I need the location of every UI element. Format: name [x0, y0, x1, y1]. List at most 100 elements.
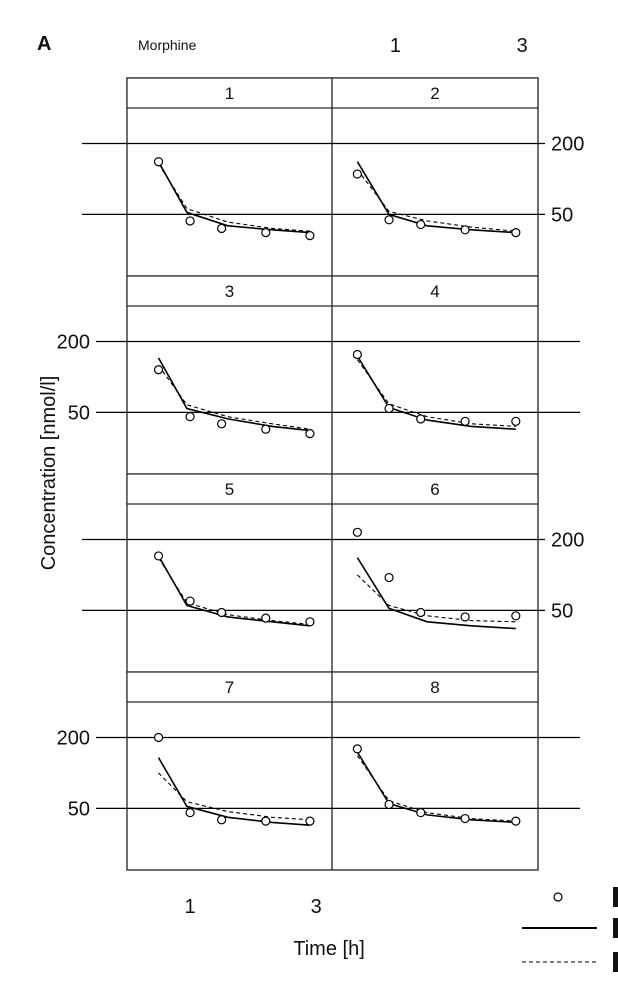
legend-entry-cutoff: [613, 918, 618, 938]
observed-point: [185, 216, 195, 226]
observed-point: [384, 572, 394, 583]
solid-line: [356, 557, 516, 630]
solid-line: [356, 355, 516, 430]
observed-point: [352, 527, 362, 537]
y-tick-label: 200: [551, 133, 584, 155]
observed-point: [305, 231, 315, 241]
observed-point: [153, 732, 164, 743]
panel-label: 6: [430, 480, 439, 499]
panel-strip: [126, 671, 333, 703]
dashed-line: [158, 163, 310, 232]
panel-strip: [126, 473, 333, 505]
panel-strip: [331, 275, 539, 307]
y-tick-label: 50: [551, 204, 573, 226]
panel: 5: [126, 473, 333, 627]
panel-label: 5: [225, 480, 234, 499]
observed-point: [217, 815, 227, 825]
observed-point: [153, 365, 164, 375]
solid-line: [157, 757, 310, 826]
observed-point: [153, 551, 164, 561]
observed-point: [511, 416, 521, 426]
panel: 4: [331, 275, 539, 430]
observed-point: [261, 228, 271, 238]
panel-label: 4: [430, 282, 439, 301]
dashed-line: [158, 365, 310, 430]
x-axis-label: Time [h]: [293, 938, 365, 960]
observed-point: [460, 612, 470, 622]
solid-line: [157, 161, 310, 234]
solid-line: [356, 751, 516, 824]
panel-strip: [331, 473, 539, 505]
panel-label: 8: [430, 678, 439, 697]
panel: 6: [331, 473, 539, 630]
observed-point: [217, 419, 227, 429]
observed-point: [305, 429, 315, 439]
x-tick-label: 3: [311, 896, 322, 918]
observed-point: [352, 349, 362, 360]
y-tick-label: 50: [68, 798, 90, 820]
observed-point: [352, 169, 362, 179]
legend-entry-cutoff: [613, 887, 618, 907]
panel: 1: [126, 77, 333, 241]
solid-line: [157, 555, 310, 627]
observed-point: [384, 215, 394, 225]
observed-point: [261, 816, 271, 826]
observed-point: [305, 816, 315, 826]
observed-point: [217, 607, 227, 618]
legend: [522, 887, 618, 972]
observed-point: [384, 799, 394, 810]
observed-point: [185, 596, 195, 606]
observed-point: [153, 157, 164, 167]
y-axis-label: Concentration [nmol/l]: [38, 376, 60, 571]
observed-point: [305, 617, 315, 627]
observed-point: [416, 414, 426, 424]
panel-tag: A: [37, 33, 51, 55]
panel: 7: [126, 671, 333, 826]
legend-marker-observed: [553, 892, 563, 902]
observed-point: [416, 219, 426, 230]
y-tick-label: 200: [57, 331, 90, 353]
observed-point: [460, 225, 470, 235]
y-tick-label: 50: [68, 402, 90, 424]
panel-strip: [126, 275, 333, 307]
dashed-line: [158, 557, 310, 625]
panel-label: 3: [225, 282, 234, 301]
solid-line: [157, 357, 310, 432]
panel: 8: [331, 671, 539, 826]
legend-entry-cutoff: [613, 952, 618, 972]
panel: 3: [126, 275, 333, 439]
solid-line: [356, 161, 516, 234]
dashed-line: [357, 574, 516, 623]
panel-strip: [331, 671, 539, 703]
tick-labels: 50 200 50 200 50 200 50 200 1 1 3 3: [57, 35, 585, 918]
panel-label: 7: [225, 678, 234, 697]
observed-point: [416, 808, 426, 818]
y-tick-label: 200: [57, 727, 90, 749]
panel-label: 2: [430, 84, 439, 103]
panel-label: 1: [225, 84, 234, 103]
x-tick-label: 3: [517, 35, 528, 57]
y-tick-label: 200: [551, 529, 584, 551]
reference-lines: [82, 142, 580, 810]
dashed-line: [356, 755, 516, 822]
observed-point: [511, 816, 521, 826]
x-tick-label: 1: [390, 35, 401, 57]
panel-strip: [126, 77, 333, 109]
observed-point: [384, 403, 394, 414]
observed-point: [416, 607, 426, 618]
dashed-line: [356, 359, 516, 427]
observed-point: [261, 424, 271, 434]
drug-label: Morphine: [138, 37, 197, 53]
observed-point: [185, 412, 195, 422]
observed-point: [511, 611, 521, 621]
y-tick-label: 50: [551, 600, 573, 622]
panel-strip: [331, 77, 539, 109]
panel-series: 1 2 3 4 5 6 7 8: [126, 77, 539, 826]
observed-point: [217, 223, 227, 234]
dashed-line: [356, 169, 516, 232]
observed-point: [261, 613, 271, 623]
observed-point: [185, 808, 195, 818]
panel: 2: [331, 77, 539, 238]
observed-point: [511, 228, 521, 238]
